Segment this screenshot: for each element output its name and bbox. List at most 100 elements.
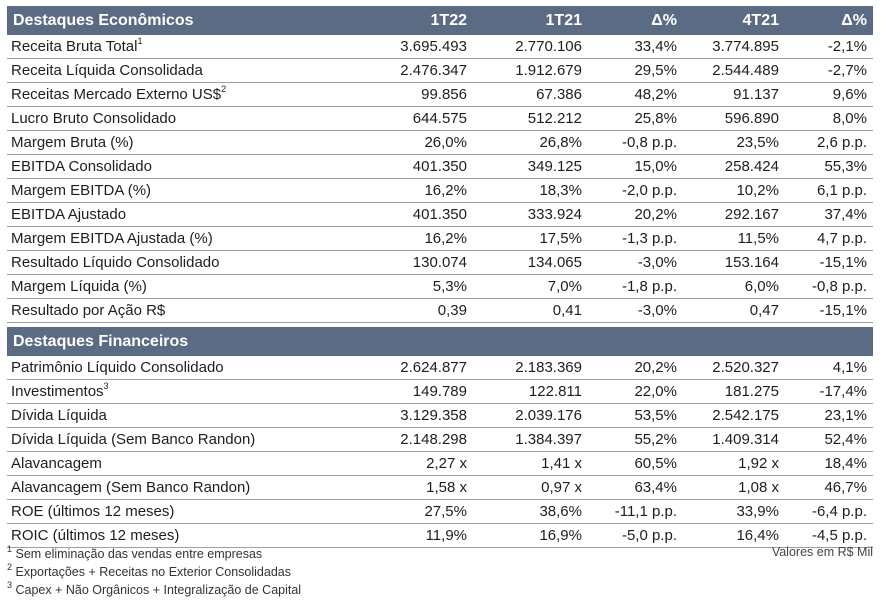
value-cell: 17,5% [473,226,588,251]
column-header: 4T21 [683,6,785,35]
value-cell: 292.167 [683,202,785,227]
row-label-cell: Lucro Bruto Consolidado [7,106,371,131]
column-header: Δ% [785,6,873,35]
row-label-cell: Margem Líquida (%) [7,274,371,299]
value-cell: 48,2% [588,82,683,107]
row-label-cell: Receita Líquida Consolidada [7,58,371,83]
value-cell: 258.424 [683,154,785,179]
row-label: Alavancagem [11,455,102,472]
value-cell: 4,7 p.p. [785,226,873,251]
row-label: Margem EBITDA (%) [11,182,152,199]
value-cell: 401.350 [371,154,473,179]
footnote-number: 3 [7,579,13,590]
value-cell: -17,4% [785,379,873,404]
highlights-table-container: Destaques Econômicos 1T22 1T21 Δ% 4T21 Δ% Rece… [7,6,873,548]
value-cell: 7,0% [473,274,588,299]
table-row: Resultado Líquido Consolidado 130.074 134.… [7,250,873,275]
row-label-cell: Resultado Líquido Consolidado [7,250,371,275]
value-cell: 1,08 x [683,475,785,500]
table-row: Dívida Líquida 3.129.358 2.039.176 53,5% 2.5… [7,403,873,428]
row-label: ROIC (últimos 12 meses) [11,527,180,544]
row-label-cell: Dívida Líquida [7,403,371,428]
value-cell: 26,8% [473,130,588,155]
value-cell: 55,2% [588,427,683,452]
row-label: EBITDA Consolidado [11,158,152,175]
row-label: EBITDA Ajustado [11,206,127,223]
value-cell: -2,1% [785,35,873,59]
row-label-cell: Patrimônio Líquido Consolidado [7,356,371,380]
value-cell: 52,4% [785,427,873,452]
table-row: Dívida Líquida (Sem Banco Randon) 2.148.2… [7,427,873,452]
row-label-cell: Margem Bruta (%) [7,130,371,155]
row-label-cell: Investimentos3 [7,379,371,404]
row-label: ROE (últimos 12 meses) [11,503,175,520]
table-row: Margem Bruta (%) 26,0% 26,8% -0,8 p.p. 23,5%… [7,130,873,155]
value-cell: 596.890 [683,106,785,131]
value-cell: 9,6% [785,82,873,107]
footnote-text: Sem eliminação das vendas entre empresas [15,547,263,561]
value-cell: -15,1% [785,250,873,275]
row-label: Margem Bruta (%) [11,134,134,151]
table-row: Patrimônio Líquido Consolidado 2.624.877 2… [7,356,873,380]
value-cell: -1,8 p.p. [588,274,683,299]
value-cell: 4,1% [785,356,873,380]
row-label-cell: Alavancagem [7,451,371,476]
row-label: Margem EBITDA Ajustada (%) [11,230,213,247]
value-cell: 55,3% [785,154,873,179]
value-cell: 2.520.327 [683,356,785,380]
section-title: Destaques Econômicos [7,6,371,35]
value-cell: 1,92 x [683,451,785,476]
value-cell: 3.129.358 [371,403,473,428]
value-cell: 6,0% [683,274,785,299]
value-cell: 2.542.175 [683,403,785,428]
value-cell: 53,5% [588,403,683,428]
value-cell: 23,5% [683,130,785,155]
row-label: Receita Bruta Total [11,38,138,55]
row-label-cell: Margem EBITDA Ajustada (%) [7,226,371,251]
footnote-marker: 3 [103,381,109,391]
value-cell: 11,9% [371,523,473,548]
row-label-cell: Alavancagem (Sem Banco Randon) [7,475,371,500]
value-cell: 1.384.397 [473,427,588,452]
value-cell: 67.386 [473,82,588,107]
table-row: Lucro Bruto Consolidado 644.575 512.212 25,… [7,106,873,131]
row-label: Dívida Líquida [11,407,107,424]
unit-note: Valores em R$ Mil [771,545,873,559]
value-cell: 16,2% [371,178,473,203]
table-row: EBITDA Ajustado 401.350 333.924 20,2% 292.16… [7,202,873,227]
value-cell: 6,1 p.p. [785,178,873,203]
row-label: Alavancagem (Sem Banco Randon) [11,479,251,496]
value-cell: -4,5 p.p. [785,523,873,548]
value-cell: 91.137 [683,82,785,107]
table-row: Resultado por Ação R$ 0,39 0,41 -3,0% 0,47 -1… [7,298,873,323]
value-cell: 2.544.489 [683,58,785,83]
table-row: Receitas Mercado Externo US$2 99.856 67.38… [7,82,873,107]
table-row: Receita Bruta Total1 3.695.493 2.770.106 33… [7,35,873,59]
row-label: Investimentos [11,383,104,400]
footnote-text: Exportações + Receitas no Exterior Conso… [15,565,292,579]
row-label: Receitas Mercado Externo US$ [11,86,222,103]
row-label-cell: EBITDA Ajustado [7,202,371,227]
value-cell: -3,0% [588,250,683,275]
value-cell: 15,0% [588,154,683,179]
row-label-cell: Margem EBITDA (%) [7,178,371,203]
footnote-number: 2 [7,561,13,572]
column-header: 1T21 [473,6,588,35]
value-cell: 2.183.369 [473,356,588,380]
value-cell: 0,47 [683,298,785,323]
row-label-cell: ROIC (últimos 12 meses) [7,523,371,548]
section2-header: Destaques Financeiros [7,327,873,356]
value-cell: 11,5% [683,226,785,251]
value-cell: -11,1 p.p. [588,499,683,524]
table-row: Margem EBITDA (%) 16,2% 18,3% -2,0 p.p. 10,2… [7,178,873,203]
row-label-cell: Dívida Líquida (Sem Banco Randon) [7,427,371,452]
row-label: Margem Líquida (%) [11,278,147,295]
value-cell: -2,7% [785,58,873,83]
row-label-cell: Receitas Mercado Externo US$2 [7,82,371,107]
row-label: Patrimônio Líquido Consolidado [11,359,224,376]
value-cell: 16,4% [683,523,785,548]
value-cell: 2,6 p.p. [785,130,873,155]
value-cell: -0,8 p.p. [785,274,873,299]
value-cell: 3.695.493 [371,35,473,59]
value-cell: 0,39 [371,298,473,323]
